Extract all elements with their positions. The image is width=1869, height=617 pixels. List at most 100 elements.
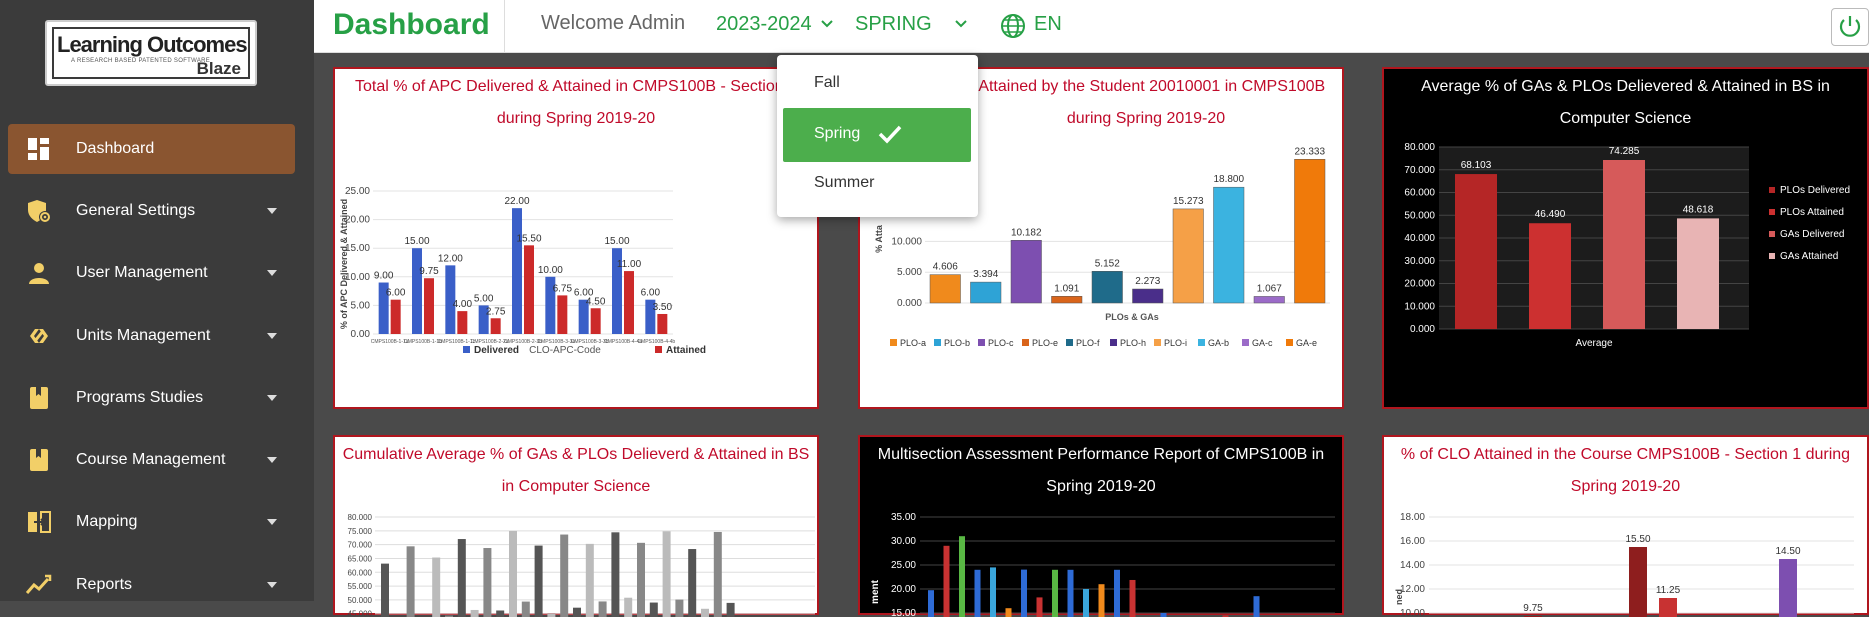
average-bar-chart: 0.000 10.000 20.000 30.000 40.000 50.000 60.00… [1404, 142, 1850, 349]
power-icon [1839, 16, 1861, 37]
bar [547, 613, 556, 617]
y-tick-label: 55.000 [348, 582, 373, 591]
sidebar-item-label: Reports [76, 576, 133, 593]
student-attainment-bar-chart: 0.000 5.000 10.000 % Atta 4.606 3.394 10.182 1.… [874, 146, 1330, 348]
data-label: 9.00 [374, 271, 394, 282]
bar [713, 531, 722, 617]
sidebar-item-general-settings[interactable]: General Settings [8, 186, 295, 236]
bar [478, 305, 489, 334]
welcome-text: Welcome Admin [541, 12, 686, 34]
data-label: 14.50 [1775, 546, 1800, 557]
chart-card-multisection: Multisection Assessment Performance Repo… [858, 435, 1344, 617]
sidebar-item-user-management[interactable]: User Management [8, 248, 295, 298]
year-select[interactable]: 2023-2024 [716, 13, 812, 35]
bar [943, 545, 950, 617]
data-label: 11.00 [617, 259, 642, 270]
bar [1529, 223, 1571, 329]
sidebar-item-reports[interactable]: Reports [8, 560, 295, 610]
y-tick-label: 25.00 [345, 186, 370, 197]
sidebar-item-course-management[interactable]: Course Management [8, 435, 295, 485]
divider [504, 0, 505, 53]
data-label: 5.152 [1095, 258, 1120, 269]
data-label: 22.00 [504, 196, 529, 207]
term-option-fall[interactable]: Fall [814, 74, 840, 91]
legend-swatch [1769, 231, 1775, 237]
term-option-summer[interactable]: Summer [814, 174, 875, 191]
sidebar-item-units-management[interactable]: Units Management [8, 311, 295, 361]
term-select[interactable]: SPRING [855, 13, 932, 35]
bar [560, 534, 569, 617]
mapping-icon [25, 508, 53, 536]
bar [1160, 613, 1167, 617]
bar [545, 276, 556, 334]
app-logo[interactable]: Learning Outcomes A RESEARCH BASED PATEN… [45, 20, 257, 86]
x-axis-label: PLOs & GAs [1105, 312, 1159, 322]
chart-title: s Attained by the Student 20010001 in CM… [950, 71, 1342, 135]
chart-title-line1: s Attained by the Student 20010001 in CM… [966, 78, 1326, 95]
legend-label: GA-e [1296, 338, 1317, 348]
term-dropdown-menu: Fall Spring Summer [777, 55, 978, 217]
sidebar-item-label: General Settings [76, 202, 196, 219]
data-label: 9.75 [1523, 603, 1543, 614]
bar [974, 569, 981, 617]
units-icon [25, 322, 53, 350]
legend-swatch [1242, 339, 1249, 346]
data-label: 74.285 [1609, 146, 1640, 157]
y-tick-label: 20.00 [891, 584, 916, 595]
chart-card-apc: Total % of APC Delivered & Attained in C… [333, 67, 819, 409]
bar [483, 548, 492, 617]
bar [1253, 296, 1285, 304]
y-axis-label: ment [870, 579, 881, 604]
sidebar-item-mapping[interactable]: Mapping [8, 497, 295, 547]
legend-label: PLO-a [900, 338, 926, 348]
bar [424, 278, 434, 334]
term-option-spring[interactable]: Spring [783, 108, 971, 162]
book-icon [25, 384, 53, 412]
x-tick-label: CMPS100B-2-3b [504, 339, 542, 345]
chart-title: Average % of GAs & PLOs Delievered & Att… [1421, 78, 1830, 127]
y-tick-label: 70.000 [1404, 165, 1435, 176]
bar [590, 308, 601, 334]
chart-card-clo-attained: % of CLO Attained in the Course CMPS100B… [1382, 435, 1869, 617]
bar [1455, 174, 1497, 329]
bar [1213, 186, 1245, 304]
data-label: 11.25 [1656, 585, 1681, 596]
sidebar: Learning Outcomes A RESEARCH BASED PATEN… [0, 0, 314, 601]
data-label: 18.800 [1213, 174, 1244, 185]
power-button[interactable] [1831, 8, 1869, 46]
legend-swatch [1769, 209, 1775, 215]
bar [490, 318, 501, 334]
globe-icon[interactable] [1000, 13, 1026, 39]
sidebar-item-label: Programs Studies [76, 389, 204, 406]
multisection-bar-chart: 15.00 20.00 25.00 30.00 35.00 ment [870, 512, 1335, 617]
data-label: 6.00 [574, 288, 594, 299]
language-select[interactable]: EN [1034, 13, 1062, 35]
bar [1129, 579, 1136, 617]
sidebar-item-label: Mapping [76, 513, 138, 530]
bar [970, 281, 1002, 304]
y-axis-label: % of APC Delivered & Attained [339, 199, 349, 329]
bar [512, 208, 522, 334]
y-tick-label: 10.00 [345, 272, 370, 283]
chevron-down-icon[interactable] [954, 16, 968, 32]
bar [688, 549, 697, 617]
chevron-down-icon[interactable] [820, 16, 834, 32]
chart-title: Total % of APC Delivered & Attained in C… [354, 78, 797, 127]
data-label: 2.75 [486, 306, 506, 317]
sidebar-item-dashboard[interactable]: Dashboard [8, 124, 295, 174]
bar [959, 536, 965, 617]
bar [662, 531, 671, 617]
sidebar-item-programs-studies[interactable]: Programs Studies [8, 373, 295, 423]
data-label: 15.273 [1173, 196, 1204, 207]
checkmark-icon [878, 125, 902, 144]
bar [1677, 218, 1719, 329]
y-tick-label: 50.000 [1404, 210, 1435, 221]
y-tick-label: 45.000 [348, 610, 373, 617]
bar [585, 543, 594, 617]
bar [929, 274, 961, 304]
legend-label: PLO-e [1032, 338, 1058, 348]
x-tick-label: CMPS100B-1-1b [404, 339, 442, 345]
x-axis-label: CLO-APC-Code [529, 345, 601, 356]
settings-shield-icon [25, 197, 53, 225]
chart-line-icon [25, 571, 53, 599]
